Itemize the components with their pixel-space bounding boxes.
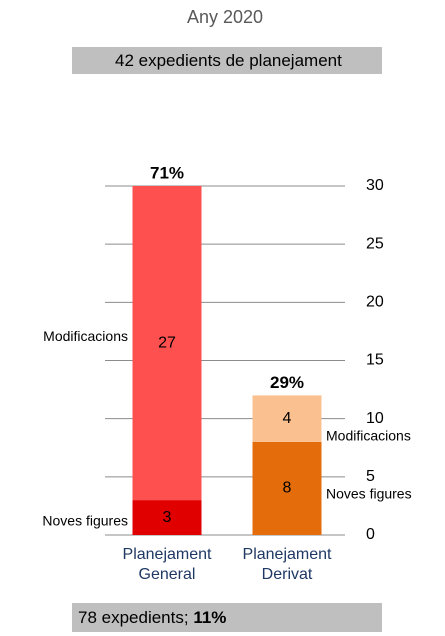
bar-segment: [252, 441, 322, 535]
series-label: Modificacions: [43, 328, 128, 344]
share-label: 29%: [270, 373, 304, 392]
value-label: 3: [163, 509, 172, 526]
x-tick-label: Planejament Derivat: [242, 546, 332, 583]
x-tick-label: Planejament General: [122, 546, 212, 583]
series-label: Noves figures: [42, 512, 128, 528]
value-label: 4: [283, 410, 292, 427]
bar-segment: [132, 500, 202, 535]
value-label: 8: [283, 480, 292, 497]
bar-segment: [132, 186, 202, 501]
chart-title: Any 2020: [187, 7, 263, 27]
footer-text: 78 expedients;: [78, 608, 189, 627]
share-label: 71%: [150, 163, 184, 182]
footer-bold: 11%: [193, 608, 227, 627]
footer-box: 78 expedients; 11%: [72, 603, 382, 632]
series-label: Modificacions: [326, 428, 411, 444]
value-label: 27: [158, 334, 176, 351]
y-tick-label: 20: [366, 294, 384, 311]
y-tick-label: 10: [366, 410, 384, 427]
y-tick-label: 0: [366, 526, 375, 543]
y-tick-label: 15: [366, 352, 384, 369]
series-label: Noves figures: [326, 486, 412, 502]
subtitle: 42 expedients de planejament: [115, 51, 342, 70]
subtitle-box: 42 expedients de planejament: [72, 47, 382, 74]
y-tick-label: 5: [366, 468, 375, 485]
y-tick-label: 30: [366, 177, 384, 194]
y-tick-label: 25: [366, 235, 384, 252]
bar-segment: [252, 395, 322, 442]
